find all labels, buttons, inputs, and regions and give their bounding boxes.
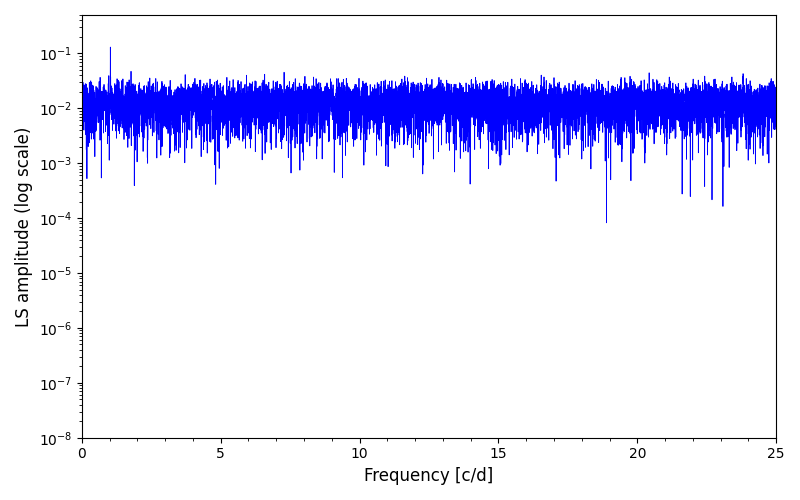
Y-axis label: LS amplitude (log scale): LS amplitude (log scale) bbox=[15, 126, 33, 326]
X-axis label: Frequency [c/d]: Frequency [c/d] bbox=[364, 467, 494, 485]
